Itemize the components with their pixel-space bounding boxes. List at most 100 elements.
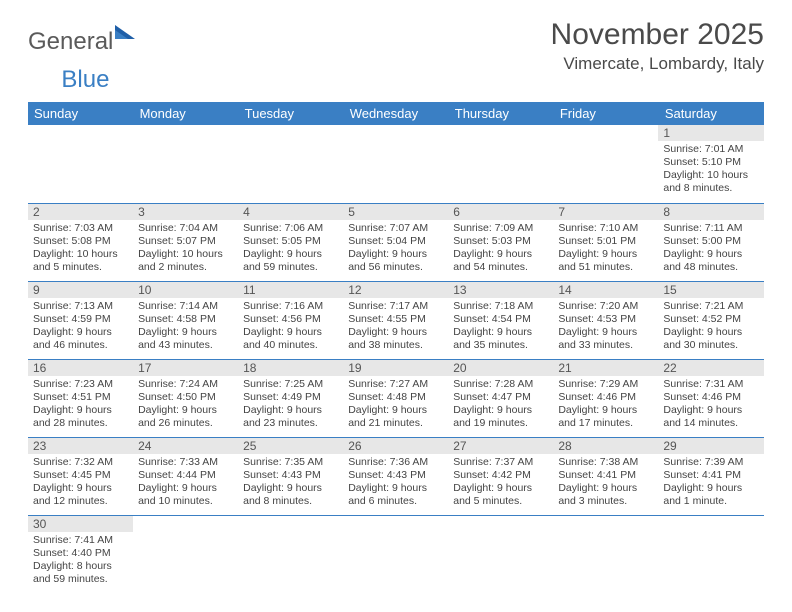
day-body: Sunrise: 7:11 AMSunset: 5:00 PMDaylight:… — [658, 220, 763, 278]
day-number: 28 — [553, 438, 658, 454]
sunrise-text: Sunrise: 7:35 AM — [243, 456, 338, 469]
calendar-cell: 30Sunrise: 7:41 AMSunset: 4:40 PMDayligh… — [28, 515, 133, 593]
day-number: 27 — [448, 438, 553, 454]
day-number: 23 — [28, 438, 133, 454]
calendar-cell — [343, 125, 448, 203]
calendar-cell: 2Sunrise: 7:03 AMSunset: 5:08 PMDaylight… — [28, 203, 133, 281]
sunrise-text: Sunrise: 7:06 AM — [243, 222, 338, 235]
calendar-cell: 9Sunrise: 7:13 AMSunset: 4:59 PMDaylight… — [28, 281, 133, 359]
calendar-cell — [553, 125, 658, 203]
calendar-week-row: 30Sunrise: 7:41 AMSunset: 4:40 PMDayligh… — [28, 515, 764, 593]
day-number: 30 — [28, 516, 133, 532]
sunset-text: Sunset: 5:10 PM — [663, 156, 758, 169]
daylight-text: Daylight: 9 hours and 54 minutes. — [453, 248, 548, 274]
calendar-cell: 28Sunrise: 7:38 AMSunset: 4:41 PMDayligh… — [553, 437, 658, 515]
sunset-text: Sunset: 4:45 PM — [33, 469, 128, 482]
day-body: Sunrise: 7:01 AMSunset: 5:10 PMDaylight:… — [658, 141, 763, 199]
sunset-text: Sunset: 4:58 PM — [138, 313, 233, 326]
sunset-text: Sunset: 5:08 PM — [33, 235, 128, 248]
day-number: 5 — [343, 204, 448, 220]
sunrise-text: Sunrise: 7:32 AM — [33, 456, 128, 469]
calendar-cell — [343, 515, 448, 593]
calendar-cell: 10Sunrise: 7:14 AMSunset: 4:58 PMDayligh… — [133, 281, 238, 359]
sunrise-text: Sunrise: 7:01 AM — [663, 143, 758, 156]
sunrise-text: Sunrise: 7:11 AM — [663, 222, 758, 235]
day-body: Sunrise: 7:09 AMSunset: 5:03 PMDaylight:… — [448, 220, 553, 278]
daylight-text: Daylight: 9 hours and 3 minutes. — [558, 482, 653, 508]
sunrise-text: Sunrise: 7:23 AM — [33, 378, 128, 391]
day-number: 10 — [133, 282, 238, 298]
sunrise-text: Sunrise: 7:25 AM — [243, 378, 338, 391]
day-body: Sunrise: 7:36 AMSunset: 4:43 PMDaylight:… — [343, 454, 448, 512]
calendar-week-row: 23 Sunrise: 7:32 AMSunset: 4:45 PM Dayligh… — [28, 437, 764, 515]
sunrise-text: Sunrise: 7:24 AM — [138, 378, 233, 391]
day-body: Sunrise: 7:27 AMSunset: 4:48 PMDaylight:… — [343, 376, 448, 434]
day-body: Sunrise: 7:17 AMSunset: 4:55 PMDaylight:… — [343, 298, 448, 356]
calendar-cell: 18Sunrise: 7:25 AMSunset: 4:49 PMDayligh… — [238, 359, 343, 437]
sunset-text: Sunset: 4:46 PM — [663, 391, 758, 404]
day-number: 7 — [553, 204, 658, 220]
day-number: 2 — [28, 204, 133, 220]
day-number: 1 — [658, 125, 763, 141]
daylight-text: Daylight: 9 hours and 40 minutes. — [243, 326, 338, 352]
daylight-text: Daylight: 9 hours and 30 minutes. — [663, 326, 758, 352]
sunset-text: Sunset: 4:54 PM — [453, 313, 548, 326]
calendar-week-row: 16Sunrise: 7:23 AMSunset: 4:51 PMDayligh… — [28, 359, 764, 437]
calendar-cell: 15Sunrise: 7:21 AMSunset: 4:52 PMDayligh… — [658, 281, 763, 359]
daylight-text: Daylight: 9 hours and 33 minutes. — [558, 326, 653, 352]
calendar-cell: 16Sunrise: 7:23 AMSunset: 4:51 PMDayligh… — [28, 359, 133, 437]
calendar-cell — [658, 515, 763, 593]
day-number: 20 — [448, 360, 553, 376]
calendar-week-row: 1Sunrise: 7:01 AMSunset: 5:10 PMDaylight… — [28, 125, 764, 203]
sunset-text: Sunset: 5:03 PM — [453, 235, 548, 248]
daylight-text: Daylight: 9 hours and 43 minutes. — [138, 326, 233, 352]
day-number: 8 — [658, 204, 763, 220]
calendar-cell: 1Sunrise: 7:01 AMSunset: 5:10 PMDaylight… — [658, 125, 763, 203]
day-body: Sunrise: 7:29 AMSunset: 4:46 PMDaylight:… — [553, 376, 658, 434]
sunrise-text: Sunrise: 7:04 AM — [138, 222, 233, 235]
day-body: Sunrise: 7:25 AMSunset: 4:49 PMDaylight:… — [238, 376, 343, 434]
sunrise-text: Sunrise: 7:33 AM — [138, 456, 233, 469]
sunrise-text: Sunrise: 7:07 AM — [348, 222, 443, 235]
day-number: 12 — [343, 282, 448, 298]
sunset-text: Sunset: 5:07 PM — [138, 235, 233, 248]
calendar-cell: 19Sunrise: 7:27 AMSunset: 4:48 PMDayligh… — [343, 359, 448, 437]
calendar-week-row: 9Sunrise: 7:13 AMSunset: 4:59 PMDaylight… — [28, 281, 764, 359]
calendar-cell: 7Sunrise: 7:10 AMSunset: 5:01 PMDaylight… — [553, 203, 658, 281]
day-number: 18 — [238, 360, 343, 376]
daylight-text: Daylight: 9 hours and 56 minutes. — [348, 248, 443, 274]
calendar-cell — [133, 515, 238, 593]
calendar-cell: 25Sunrise: 7:35 AMSunset: 4:43 PMDayligh… — [238, 437, 343, 515]
day-body: Sunrise: 7:06 AMSunset: 5:05 PMDaylight:… — [238, 220, 343, 278]
weekday-header: Thursday — [448, 102, 553, 125]
day-number: 14 — [553, 282, 658, 298]
daylight-text: Daylight: 8 hours and 59 minutes. — [33, 560, 128, 586]
day-number: 6 — [448, 204, 553, 220]
calendar-cell: 29Sunrise: 7:39 AMSunset: 4:41 PMDayligh… — [658, 437, 763, 515]
daylight-text: Daylight: 9 hours and 51 minutes. — [558, 248, 653, 274]
daylight-text: Daylight: 9 hours and 26 minutes. — [138, 404, 233, 430]
calendar-table: Sunday Monday Tuesday Wednesday Thursday… — [28, 102, 764, 593]
day-number: 22 — [658, 360, 763, 376]
calendar-cell: 5Sunrise: 7:07 AMSunset: 5:04 PMDaylight… — [343, 203, 448, 281]
daylight-text: Daylight: 9 hours and 23 minutes. — [243, 404, 338, 430]
day-number: 24 — [133, 438, 238, 454]
sunset-text: Sunset: 5:05 PM — [243, 235, 338, 248]
sunset-text: Sunset: 5:00 PM — [663, 235, 758, 248]
sunrise-text: Sunrise: 7:21 AM — [663, 300, 758, 313]
day-number: 26 — [343, 438, 448, 454]
sunset-text: Sunset: 4:50 PM — [138, 391, 233, 404]
day-number: 9 — [28, 282, 133, 298]
day-number: 29 — [658, 438, 763, 454]
sunrise-text: Sunrise: 7:27 AM — [348, 378, 443, 391]
calendar-cell: 8Sunrise: 7:11 AMSunset: 5:00 PMDaylight… — [658, 203, 763, 281]
weekday-header-row: Sunday Monday Tuesday Wednesday Thursday… — [28, 102, 764, 125]
day-body: Sunrise: 7:13 AMSunset: 4:59 PMDaylight:… — [28, 298, 133, 356]
sunrise-text: Sunrise: 7:41 AM — [33, 534, 128, 547]
title-block: November 2025 Vimercate, Lombardy, Italy — [551, 18, 764, 74]
daylight-text: Daylight: 9 hours and 38 minutes. — [348, 326, 443, 352]
sunset-text: Sunset: 4:42 PM — [453, 469, 548, 482]
daylight-text: Daylight: 9 hours and 21 minutes. — [348, 404, 443, 430]
daylight-text: Daylight: 9 hours and 8 minutes. — [243, 482, 338, 508]
calendar-page: General November 2025 Vimercate, Lombard… — [0, 0, 792, 611]
